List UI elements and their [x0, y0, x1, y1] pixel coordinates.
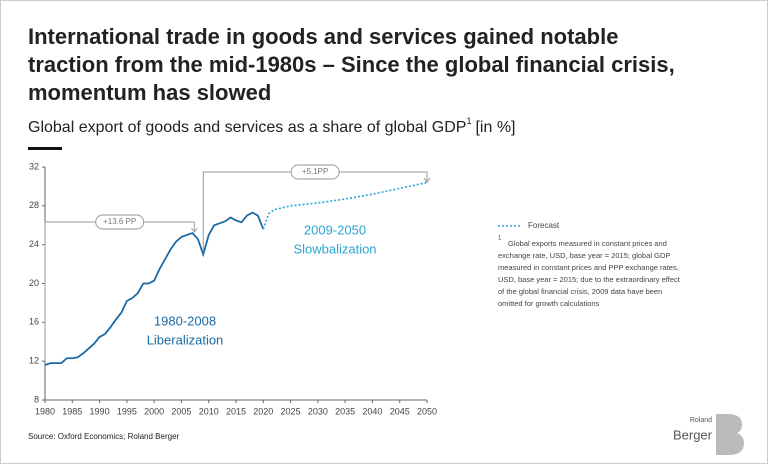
x-tick-label: 2045 — [390, 406, 410, 416]
x-tick-label: 1985 — [62, 406, 82, 416]
title-line: traction from the mid-1980s – Since the … — [28, 52, 675, 77]
period-years: 2009-2050 — [304, 222, 366, 237]
annotation-arrow — [423, 177, 431, 183]
footnote-line: exchange rate, USD, base year = 2015; gl… — [498, 251, 670, 260]
annotation-arrow — [190, 227, 198, 233]
y-tick-label: 16 — [29, 317, 39, 327]
subtitle-unit: [in %] — [475, 119, 515, 136]
y-tick-label: 28 — [29, 200, 39, 210]
x-tick-label: 2040 — [362, 406, 382, 416]
footnote-line: measured in constant prices and PPP exch… — [498, 263, 679, 272]
logo-text: Roland — [690, 417, 712, 424]
annotation-box — [290, 164, 340, 180]
subtitle-marker: 1 — [466, 116, 471, 126]
footnote-line: USD, base year = 2015; due to the extrao… — [498, 275, 681, 284]
y-tick-label: 24 — [29, 239, 39, 249]
x-tick-label: 1995 — [117, 406, 137, 416]
footnote-line: omitted for growth calculations — [498, 299, 600, 308]
y-tick-label: 32 — [29, 161, 39, 171]
series-line — [262, 181, 428, 230]
footnote-line: of the global financial crisis, 2009 dat… — [498, 287, 662, 296]
accent-bar — [28, 147, 62, 150]
y-tick-label: 12 — [29, 356, 39, 366]
x-tick-label: 2005 — [171, 406, 191, 416]
x-tick-label: 2015 — [226, 406, 246, 416]
annotation-box — [95, 214, 145, 230]
subtitle: Global export of goods and services as a… — [28, 116, 516, 136]
source: Source: Oxford Economics; Roland Berger — [28, 432, 180, 441]
title-line: International trade in goods and service… — [28, 24, 618, 49]
x-tick-label: 2020 — [253, 406, 273, 416]
period-years: 1980-2008 — [154, 313, 216, 328]
series-line — [44, 211, 265, 366]
x-tick-label: 2035 — [335, 406, 355, 416]
title-line: momentum has slowed — [28, 80, 271, 105]
x-tick-label: 1990 — [90, 406, 110, 416]
x-tick-label: 2050 — [417, 406, 437, 416]
logo-mark — [716, 414, 744, 455]
period-label: Slowbalization — [293, 241, 376, 256]
x-tick-label: 2025 — [281, 406, 301, 416]
period-label: Liberalization — [147, 332, 224, 347]
footnote-line: Global exports measured in constant pric… — [508, 239, 667, 248]
x-tick-label: 2000 — [144, 406, 164, 416]
x-tick-label: 2030 — [308, 406, 328, 416]
annotation-label: +13.6 PP — [103, 217, 136, 226]
y-tick-label: 20 — [29, 278, 39, 288]
legend-label: Forecast — [528, 221, 560, 230]
footnote-marker: 1 — [498, 236, 502, 242]
annotation-label: +5.1PP — [302, 167, 328, 176]
x-tick-label: 1980 — [35, 406, 55, 416]
x-tick-label: 2010 — [199, 406, 219, 416]
logo-text: Berger — [673, 427, 713, 442]
y-tick-label: 8 — [34, 394, 39, 404]
subtitle-text: Global export of goods and services as a… — [28, 119, 466, 136]
